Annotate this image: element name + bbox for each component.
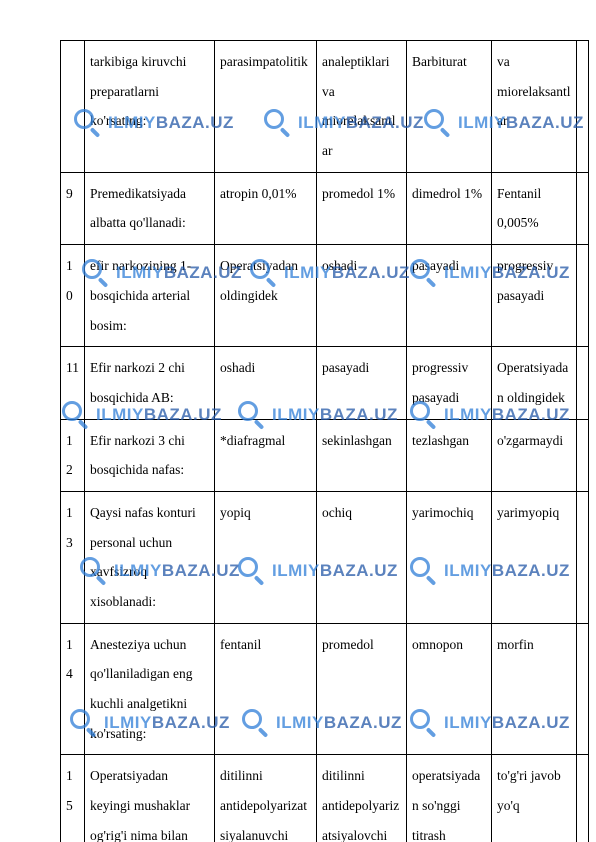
table-body: tarkibiga kiruvchi preparatlarni ko'rsat… <box>61 41 589 842</box>
table-row: 13 Qaysi nafas konturi personal uchun xa… <box>61 491 589 623</box>
option-cell: parasimpatolitik <box>215 41 317 173</box>
option-cell: Operatsiyadan oldingidek <box>215 245 317 347</box>
option-cell: promedol <box>317 623 407 755</box>
option-cell: to'g'ri javob yo'q <box>492 755 577 842</box>
question-cell: Anesteziya uchun qo'llaniladigan eng kuc… <box>85 623 215 755</box>
option-cell: analeptiklari va miorelaksantlar <box>317 41 407 173</box>
option-cell: pasayadi <box>317 347 407 419</box>
option-cell: Fentanil 0,005% <box>492 172 577 244</box>
empty-cell <box>577 419 589 491</box>
row-number <box>61 41 85 173</box>
option-cell: o'zgarmaydi <box>492 419 577 491</box>
table-row: tarkibiga kiruvchi preparatlarni ko'rsat… <box>61 41 589 173</box>
option-cell: Operatsiyadan oldingidek <box>492 347 577 419</box>
question-cell: Premedikatsiyada albatta qo'llanadi: <box>85 172 215 244</box>
option-cell: yarimyopiq <box>492 491 577 623</box>
option-cell: tezlashgan <box>407 419 492 491</box>
empty-cell <box>577 623 589 755</box>
option-cell: atropin 0,01% <box>215 172 317 244</box>
empty-cell <box>577 172 589 244</box>
row-number: 12 <box>61 419 85 491</box>
row-number: 10 <box>61 245 85 347</box>
option-cell: pasayadi <box>407 245 492 347</box>
table-row: 9 Premedikatsiyada albatta qo'llanadi: a… <box>61 172 589 244</box>
option-cell: va miorelaksantlar <box>492 41 577 173</box>
option-cell: operatsiyadan so'nggi titrash <box>407 755 492 842</box>
table-row: 14 Anesteziya uchun qo'llaniladigan eng … <box>61 623 589 755</box>
empty-cell <box>577 491 589 623</box>
table-row: 15 Operatsiyadan keyingi mushaklar og'ri… <box>61 755 589 842</box>
option-cell: Barbiturat <box>407 41 492 173</box>
question-cell: Efir narkozi 3 chi bosqichida nafas: <box>85 419 215 491</box>
empty-cell <box>577 347 589 419</box>
option-cell: oshadi <box>317 245 407 347</box>
option-cell: progressiv pasayadi <box>492 245 577 347</box>
option-cell: oshadi <box>215 347 317 419</box>
empty-cell <box>577 245 589 347</box>
question-table: tarkibiga kiruvchi preparatlarni ko'rsat… <box>60 40 589 842</box>
option-cell: dimedrol 1% <box>407 172 492 244</box>
option-cell: ochiq <box>317 491 407 623</box>
option-cell: fentanil <box>215 623 317 755</box>
option-cell: sekinlashgan <box>317 419 407 491</box>
row-number: 15 <box>61 755 85 842</box>
row-number: 11 <box>61 347 85 419</box>
option-cell: promedol 1% <box>317 172 407 244</box>
question-cell: Operatsiyadan keyingi mushaklar og'rig'i… <box>85 755 215 842</box>
question-cell: Efir narkozi 2 chi bosqichida AB: <box>85 347 215 419</box>
table-row: 12 Efir narkozi 3 chi bosqichida nafas: … <box>61 419 589 491</box>
option-cell: ditilinni antidepolyarizatsiyalanuvchi m… <box>215 755 317 842</box>
empty-cell <box>577 41 589 173</box>
table-row: 10 efir narkozining 1-bosqichida arteria… <box>61 245 589 347</box>
row-number: 13 <box>61 491 85 623</box>
option-cell: progressiv pasayadi <box>407 347 492 419</box>
page: tarkibiga kiruvchi preparatlarni ko'rsat… <box>0 0 596 842</box>
table-row: 11 Efir narkozi 2 chi bosqichida AB: osh… <box>61 347 589 419</box>
option-cell: yopiq <box>215 491 317 623</box>
option-cell: *diafragmal <box>215 419 317 491</box>
question-cell: efir narkozining 1-bosqichida arterial b… <box>85 245 215 347</box>
empty-cell <box>577 755 589 842</box>
option-cell: ditilinni antidepolyarizatsiyalovchi mio… <box>317 755 407 842</box>
question-cell: Qaysi nafas konturi personal uchun xavfs… <box>85 491 215 623</box>
question-cell: tarkibiga kiruvchi preparatlarni ko'rsat… <box>85 41 215 173</box>
option-cell: omnopon <box>407 623 492 755</box>
option-cell: morfin <box>492 623 577 755</box>
row-number: 14 <box>61 623 85 755</box>
option-cell: yarimochiq <box>407 491 492 623</box>
row-number: 9 <box>61 172 85 244</box>
